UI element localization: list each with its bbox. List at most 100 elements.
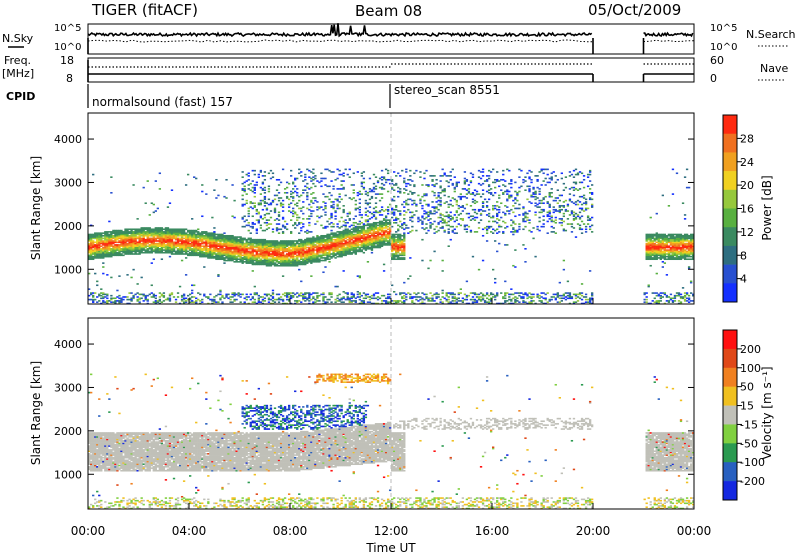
heatmap-cell xyxy=(184,184,188,186)
heatmap-cell xyxy=(314,261,317,263)
heatmap-cell xyxy=(110,248,113,250)
heatmap-cell xyxy=(237,294,240,297)
heatmap-cell xyxy=(344,249,347,251)
heatmap-cell xyxy=(320,249,323,251)
heatmap-cell xyxy=(526,198,529,201)
heatmap-cell xyxy=(308,169,311,172)
heatmap-cell xyxy=(308,258,311,261)
heatmap-cell xyxy=(269,246,273,249)
heatmap-cell xyxy=(170,253,174,255)
heatmap-cell xyxy=(193,248,196,250)
heatmap-cell xyxy=(118,254,121,257)
heatmap-cell xyxy=(261,254,265,257)
heatmap-cell xyxy=(336,198,339,201)
heatmap-cell xyxy=(189,251,192,254)
heatmap-cell xyxy=(328,250,331,253)
heatmap-cell xyxy=(112,236,115,238)
heatmap-cell xyxy=(189,249,192,251)
heatmap-cell xyxy=(294,293,297,296)
heatmap-cell xyxy=(178,245,182,247)
heatmap-cell xyxy=(328,245,331,247)
heatmap-cell xyxy=(239,241,242,244)
heatmap-cell xyxy=(360,175,364,177)
heatmap-cell xyxy=(118,231,121,233)
heatmap-cell xyxy=(251,240,254,242)
heatmap-cell xyxy=(273,262,277,264)
heatmap-cell xyxy=(287,248,291,250)
heatmap-cell xyxy=(178,229,182,232)
heatmap-cell xyxy=(320,180,323,182)
heatmap-cell xyxy=(352,189,355,191)
heatmap-cell xyxy=(459,206,462,208)
heatmap-cell xyxy=(261,255,265,258)
heatmap-cell xyxy=(368,298,372,301)
heatmap-cell xyxy=(269,241,273,244)
heatmap-cell xyxy=(360,216,364,219)
heatmap-cell xyxy=(197,232,200,234)
heatmap-cell xyxy=(326,234,329,237)
heatmap-cell xyxy=(336,188,339,190)
heatmap-cell xyxy=(522,293,525,296)
heatmap-cell xyxy=(322,271,325,274)
heatmap-cell xyxy=(160,228,164,231)
heatmap-cell xyxy=(358,193,361,195)
heatmap-cell xyxy=(342,234,345,237)
heatmap-cell xyxy=(294,242,297,245)
heatmap-cell xyxy=(191,231,194,233)
heatmap-cell xyxy=(158,242,162,245)
heatmap-cell xyxy=(118,300,121,302)
heatmap-cell xyxy=(376,221,380,224)
heatmap-cell xyxy=(498,231,501,233)
heatmap-cell xyxy=(273,251,277,254)
heatmap-cell xyxy=(96,234,99,237)
heatmap-cell xyxy=(195,254,198,257)
heatmap-cell xyxy=(261,238,265,241)
heatmap-cell xyxy=(316,246,319,249)
heatmap-cell xyxy=(417,296,420,298)
heatmap-cell xyxy=(148,250,151,253)
heatmap-cell xyxy=(96,250,99,253)
heatmap-cell xyxy=(235,255,238,258)
heatmap-cell xyxy=(150,242,153,245)
heatmap-cell xyxy=(302,254,305,257)
heatmap-cell xyxy=(241,241,244,244)
heatmap-cell xyxy=(275,245,279,247)
heatmap-cell xyxy=(150,237,153,240)
heatmap-cell xyxy=(340,250,343,253)
heatmap-cell xyxy=(100,294,103,297)
heatmap-cell xyxy=(168,242,172,245)
heatmap-cell xyxy=(176,231,180,233)
heatmap-cell xyxy=(128,245,131,247)
heatmap-cell xyxy=(340,246,343,249)
heatmap-cell xyxy=(471,298,475,301)
heatmap-cell xyxy=(265,245,269,247)
heatmap-cell xyxy=(162,228,166,231)
heatmap-cell xyxy=(249,244,252,246)
heatmap-cell xyxy=(225,248,228,250)
heatmap-cell xyxy=(457,207,460,210)
heatmap-cell xyxy=(215,250,218,253)
heatmap-cell xyxy=(300,221,303,224)
heatmap-cell xyxy=(304,238,307,241)
heatmap-cell xyxy=(148,246,151,249)
heatmap-cell xyxy=(156,236,159,238)
heatmap-cell xyxy=(481,182,485,185)
heatmap-cell xyxy=(332,242,335,245)
heatmap-cell xyxy=(189,245,192,247)
heatmap-cell xyxy=(283,241,287,244)
heatmap-cell xyxy=(271,242,275,245)
heatmap-cell xyxy=(98,250,101,253)
heatmap-cell xyxy=(304,257,307,259)
heatmap-cell xyxy=(439,301,442,303)
heatmap-cell xyxy=(510,182,513,185)
heatmap-cell xyxy=(211,300,214,302)
heatmap-cell xyxy=(322,257,325,259)
heatmap-cell xyxy=(88,246,91,249)
heatmap-cell xyxy=(120,298,123,301)
heatmap-cell xyxy=(152,236,155,238)
heatmap-cell xyxy=(245,253,248,255)
heatmap-cell xyxy=(251,254,254,257)
heatmap-cell xyxy=(271,262,275,264)
heatmap-cell xyxy=(249,232,252,234)
heatmap-cell xyxy=(213,231,216,233)
